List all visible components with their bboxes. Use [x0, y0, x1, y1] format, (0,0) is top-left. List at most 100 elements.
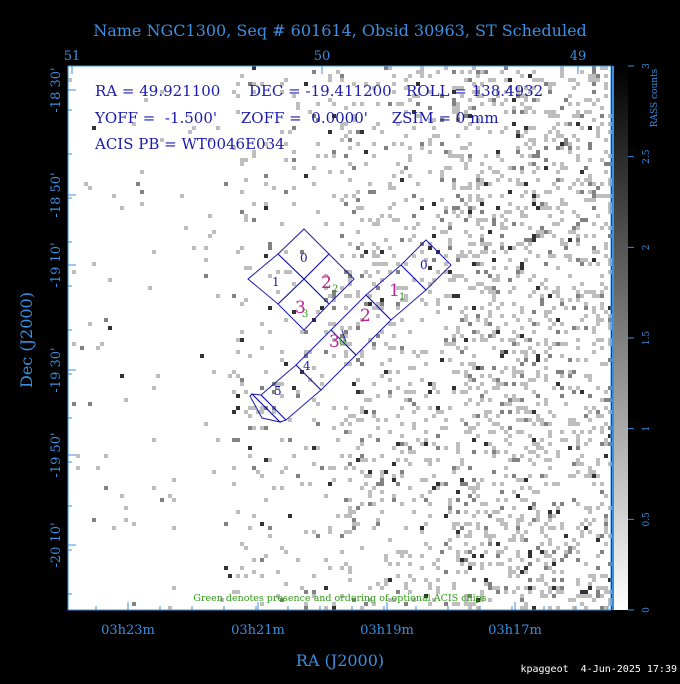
rass-pixel — [344, 202, 348, 206]
rass-pixel — [580, 282, 584, 286]
rass-pixel — [408, 98, 412, 102]
footnote: Green denotes presence and ordering of o… — [193, 593, 486, 604]
rass-pixel — [240, 542, 244, 546]
rass-pixel — [344, 134, 348, 138]
rass-pixel — [456, 522, 460, 526]
rass-pixel — [480, 562, 484, 566]
rass-pixel — [500, 234, 504, 238]
rass-pixel — [328, 98, 332, 102]
rass-pixel — [348, 506, 352, 510]
rass-pixel — [376, 522, 380, 526]
rass-pixel — [304, 350, 308, 354]
rass-pixel — [588, 198, 592, 202]
rass-pixel — [492, 446, 496, 450]
rass-pixel — [560, 74, 564, 78]
rass-pixel — [552, 414, 556, 418]
acis-footprint — [247, 228, 452, 423]
rass-pixel — [528, 146, 532, 150]
rass-pixel — [332, 150, 336, 154]
rass-pixel — [584, 326, 588, 330]
rass-pixel — [572, 606, 576, 610]
rass-pixel — [488, 534, 492, 538]
rass-pixel — [388, 562, 392, 566]
rass-pixel — [264, 370, 268, 374]
rass-pixel — [436, 558, 440, 562]
rass-pixel — [380, 362, 384, 366]
rass-pixel — [404, 262, 408, 266]
rass-pixel — [360, 410, 364, 414]
acis-s-label-0: 0 — [420, 258, 428, 272]
rass-pixel — [560, 386, 564, 390]
rass-pixel — [492, 170, 496, 174]
rass-pixel — [436, 458, 440, 462]
rass-pixel — [520, 362, 524, 366]
rass-pixel — [584, 358, 588, 362]
rass-pixel — [440, 142, 444, 146]
rass-pixel — [584, 166, 588, 170]
rass-pixel — [596, 566, 600, 570]
rass-pixel — [496, 542, 500, 546]
rass-pixel — [472, 90, 476, 94]
rass-pixel — [476, 94, 480, 98]
rass-pixel — [348, 462, 352, 466]
rass-pixel — [312, 70, 316, 74]
rass-pixel — [368, 598, 372, 602]
rass-pixel — [452, 342, 456, 346]
rass-pixel — [532, 518, 536, 522]
rass-pixel — [388, 214, 392, 218]
rass-pixel — [532, 190, 536, 194]
rass-pixel — [484, 450, 488, 454]
rass-pixel — [536, 370, 540, 374]
rass-pixel — [552, 386, 556, 390]
rass-pixel — [492, 586, 496, 590]
rass-pixel — [476, 330, 480, 334]
rass-pixel — [436, 298, 440, 302]
rass-pixel — [480, 554, 484, 558]
rass-pixel — [372, 602, 376, 606]
rass-pixel — [556, 186, 560, 190]
rass-pixel — [352, 526, 356, 530]
rass-pixel — [468, 362, 472, 366]
info-line-3: ACIS PB = WT0046E034 — [94, 135, 285, 153]
rass-pixel — [332, 606, 336, 610]
rass-pixel — [348, 146, 352, 150]
rass-pixel — [316, 142, 320, 146]
rass-pixel — [332, 426, 336, 430]
rass-pixel — [608, 578, 612, 582]
rass-pixel — [548, 354, 552, 358]
rass-pixel — [520, 170, 524, 174]
rass-pixel — [588, 522, 592, 526]
rass-pixel — [476, 74, 480, 78]
rass-pixel — [376, 270, 380, 274]
rass-pixel — [524, 130, 528, 134]
rass-pixel — [372, 282, 376, 286]
rass-pixel — [472, 414, 476, 418]
rass-pixel — [376, 306, 380, 310]
rass-pixel — [232, 590, 236, 594]
rass-pixel — [604, 362, 608, 366]
rass-pixel — [524, 386, 528, 390]
rass-pixel — [480, 198, 484, 202]
rass-pixel — [492, 422, 496, 426]
rass-pixel — [472, 378, 476, 382]
rass-pixel — [576, 122, 580, 126]
rass-pixel — [464, 558, 468, 562]
rass-pixel — [500, 382, 504, 386]
rass-pixel — [576, 578, 580, 582]
colorbar-axis: 00.511.522.53 — [628, 63, 652, 613]
rass-pixel — [348, 242, 352, 246]
rass-pixel — [316, 210, 320, 214]
rass-pixel — [576, 238, 580, 242]
rass-pixel — [212, 470, 216, 474]
rass-pixel — [492, 278, 496, 282]
rass-pixel — [492, 250, 496, 254]
rass-pixel — [444, 482, 448, 486]
rass-pixel — [520, 514, 524, 518]
rass-pixel — [244, 574, 248, 578]
rass-pixel — [560, 178, 564, 182]
rass-pixel — [460, 418, 464, 422]
rass-pixel — [596, 314, 600, 318]
rass-pixel — [312, 530, 316, 534]
rass-pixel — [524, 498, 528, 502]
rass-pixel — [500, 354, 504, 358]
